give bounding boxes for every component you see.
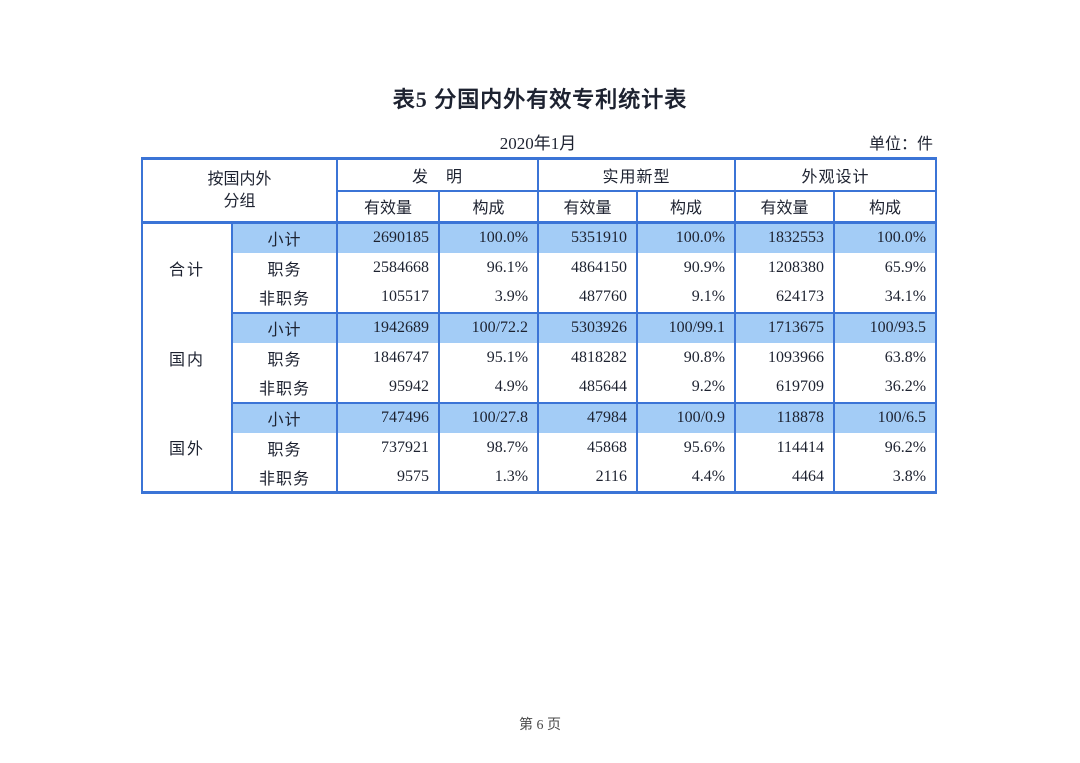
header-row-sections: 按国内外 分组 发 明 实用新型 外观设计 xyxy=(140,158,937,224)
table-row: 职务 2584668 96.1% 4864150 90.9% 1208380 6… xyxy=(142,252,937,283)
cell-value: 105517 xyxy=(336,282,440,314)
subheader-design-composition: 构成 xyxy=(833,190,937,224)
cell-value: 2116 xyxy=(537,462,638,493)
cell-value: 2690185 xyxy=(336,222,440,253)
cell-value: 90.8% xyxy=(636,342,736,373)
cell-value: 4.4% xyxy=(636,462,736,493)
table-row: 职务 737921 98.7% 45868 95.6% 114414 96.2% xyxy=(142,432,937,463)
cell-value: 100.0% xyxy=(636,222,736,253)
table-row: 职务 1846747 95.1% 4818282 90.8% 1093966 6… xyxy=(142,342,937,373)
table-row: 非职务 105517 3.9% 487760 9.1% 624173 34.1% xyxy=(142,282,937,314)
cell-value: 4464 xyxy=(734,462,835,493)
page-number: 第 6 页 xyxy=(519,718,561,733)
subheader-utility-composition: 构成 xyxy=(636,190,736,224)
cell-value: 95942 xyxy=(336,372,440,404)
cell-value: 9.2% xyxy=(636,372,736,404)
cell-value: 1832553 xyxy=(734,222,835,253)
cell-row-label: 小计 xyxy=(230,312,338,343)
column-header-utility-model: 实用新型 xyxy=(537,158,736,192)
cell-value: 487760 xyxy=(537,282,638,314)
cell-row-label: 职务 xyxy=(230,252,338,283)
cell-group-foreign: 国外 xyxy=(141,402,232,493)
cell-value: 5351910 xyxy=(537,222,638,253)
table-meta-row: 2020年1月 单位：件 xyxy=(141,129,935,157)
cell-value: 36.2% xyxy=(833,372,937,404)
cell-row-label: 非职务 xyxy=(230,372,338,404)
table-region: 2020年1月 单位：件 按国内外 分组 发 明 实用新型 外观设计 xyxy=(140,129,938,494)
cell-value: 100/99.1 xyxy=(636,312,736,343)
cell-value: 9575 xyxy=(336,462,440,493)
table-row: 国内 小计 1942689 100/72.2 5303926 100/99.1 … xyxy=(141,312,937,403)
cell-value: 9.1% xyxy=(636,282,736,314)
cell-value: 1713675 xyxy=(734,312,835,343)
cell-value: 100.0% xyxy=(438,222,539,253)
cell-value: 96.1% xyxy=(438,252,539,283)
subheader-invention-composition: 构成 xyxy=(438,190,539,224)
subheader-utility-valid: 有效量 xyxy=(537,190,638,224)
period-label: 2020年1月 xyxy=(499,134,577,153)
cell-value: 100/93.5 xyxy=(833,312,937,343)
cell-value: 47984 xyxy=(537,402,638,433)
column-header-group-line2: 分组 xyxy=(223,192,256,210)
cell-value: 100/6.5 xyxy=(833,402,937,433)
cell-value: 100/72.2 xyxy=(438,312,539,343)
unit-label: 单位：件 xyxy=(868,136,933,153)
cell-value: 45868 xyxy=(537,432,638,463)
column-header-invention: 发 明 xyxy=(336,158,539,192)
cell-row-label: 小计 xyxy=(230,402,338,433)
cell-group-total: 合计 xyxy=(141,222,232,313)
cell-group-domestic: 国内 xyxy=(141,312,232,403)
cell-value: 100.0% xyxy=(833,222,937,253)
column-header-group-line1: 按国内外 xyxy=(207,170,272,188)
subheader-design-valid: 有效量 xyxy=(734,190,835,224)
cell-value: 96.2% xyxy=(833,432,937,463)
cell-value: 619709 xyxy=(734,372,835,404)
table-row: 非职务 95942 4.9% 485644 9.2% 619709 36.2% xyxy=(142,372,937,404)
cell-value: 90.9% xyxy=(636,252,736,283)
cell-row-label: 非职务 xyxy=(230,282,338,314)
cell-value: 118878 xyxy=(734,402,835,433)
page-title: 表5 分国内外有效专利统计表 xyxy=(392,87,688,112)
cell-value: 95.6% xyxy=(636,432,736,463)
cell-value: 3.8% xyxy=(833,462,937,493)
cell-value: 114414 xyxy=(734,432,835,463)
cell-value: 100/0.9 xyxy=(636,402,736,433)
cell-value: 4818282 xyxy=(537,342,638,373)
cell-value: 95.1% xyxy=(438,342,539,373)
column-header-design: 外观设计 xyxy=(734,158,937,192)
cell-value: 1208380 xyxy=(734,252,835,283)
table-row: 合计 小计 2690185 100.0% 5351910 100.0% 1832… xyxy=(141,222,937,313)
cell-row-label: 非职务 xyxy=(230,462,338,493)
patent-stats-table: 按国内外 分组 发 明 实用新型 外观设计 有效量 构成 有效量 构成 有效量 … xyxy=(140,157,938,494)
column-header-group: 按国内外 分组 xyxy=(140,158,338,224)
cell-value: 737921 xyxy=(336,432,440,463)
cell-value: 1942689 xyxy=(336,312,440,343)
subheader-invention-valid: 有效量 xyxy=(336,190,440,224)
table-row: 非职务 9575 1.3% 2116 4.4% 4464 3.8% xyxy=(142,462,937,493)
cell-value: 5303926 xyxy=(537,312,638,343)
cell-value: 1093966 xyxy=(734,342,835,373)
cell-value: 34.1% xyxy=(833,282,937,314)
cell-value: 3.9% xyxy=(438,282,539,314)
cell-row-label: 职务 xyxy=(230,342,338,373)
cell-value: 65.9% xyxy=(833,252,937,283)
cell-value: 63.8% xyxy=(833,342,937,373)
header-row-subheaders: 有效量 构成 有效量 构成 有效量 构成 xyxy=(142,190,937,224)
cell-row-label: 小计 xyxy=(230,222,338,253)
table-row: 国外 小计 747496 100/27.8 47984 100/0.9 1188… xyxy=(141,402,937,493)
cell-value: 100/27.8 xyxy=(438,402,539,433)
cell-value: 4864150 xyxy=(537,252,638,283)
cell-value: 2584668 xyxy=(336,252,440,283)
cell-row-label: 职务 xyxy=(230,432,338,463)
cell-value: 1846747 xyxy=(336,342,440,373)
cell-value: 747496 xyxy=(336,402,440,433)
cell-value: 624173 xyxy=(734,282,835,314)
cell-value: 98.7% xyxy=(438,432,539,463)
cell-value: 4.9% xyxy=(438,372,539,404)
cell-value: 1.3% xyxy=(438,462,539,493)
cell-value: 485644 xyxy=(537,372,638,404)
